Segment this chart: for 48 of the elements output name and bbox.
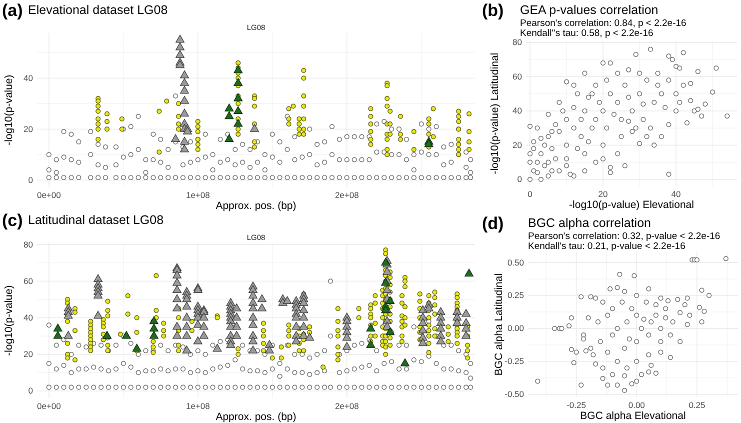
chart-title: GEA p-values correlation	[520, 3, 658, 17]
chart-title: BGC alpha correlation	[528, 216, 652, 230]
x-tick-label: 0	[528, 189, 533, 200]
y-tick-label: 20	[24, 124, 34, 134]
chart-subtitle: Pearson's correlation: 0.32, p-value < 2.2e-16 Kendall's tau: 0.21, p-value < 2.2e-16	[528, 231, 720, 252]
text: (b)	[482, 1, 504, 20]
y-axis-title: -log10(p-value)	[3, 74, 15, 146]
text: (d)	[482, 214, 504, 233]
y-tick-label: -0.50	[504, 389, 524, 400]
y-tick-label: 40	[512, 106, 522, 116]
x-tick-label: 0e+00	[36, 401, 62, 412]
y-tick-label: 80	[24, 239, 34, 250]
y-axis-title: BGC alpha Latitudinal	[493, 273, 505, 376]
y-tick-label: 40	[24, 72, 34, 83]
chart-title: Latitudinal dataset LG08	[28, 213, 164, 227]
text: (c)	[2, 211, 23, 230]
x-axis-title: Approx. pos. (bp)	[216, 411, 296, 423]
x-tick-label: 0.00	[628, 400, 646, 410]
chart-title: Elevational dataset LG08	[28, 3, 168, 17]
y-tick-label: 0.00	[507, 323, 524, 334]
x-tick-label: 20	[598, 189, 608, 200]
text: (a)	[2, 1, 23, 20]
chart-subtitle: Pearson's correlation: 0.84, p < 2.2e-16 Kendall''s tau: 0.58, p < 2.2e-16	[520, 18, 686, 39]
y-tick-label: 0	[28, 174, 34, 185]
y-axis-title: -log10(p-value) Latitudinal	[489, 52, 501, 174]
x-tick-label: 1e+08	[186, 190, 210, 200]
y-tick-label: 20	[24, 349, 34, 360]
y-tick-label: 40	[24, 312, 34, 322]
x-tick-label: -0.25	[566, 400, 586, 410]
y-tick-label: 80	[512, 37, 522, 48]
y-tick-label: -0.25	[504, 356, 524, 366]
x-tick-label: 2e+08	[334, 401, 360, 412]
y-tick-label: 60	[512, 71, 522, 82]
y-tick-label: 60	[24, 276, 34, 286]
x-tick-label: 0e+00	[36, 190, 62, 200]
x-tick-label: 40	[671, 189, 682, 200]
x-tick-label: 0.25	[688, 400, 706, 410]
y-tick-label: 0.25	[507, 290, 524, 300]
y-axis-title: -log10(p-value)	[3, 285, 15, 356]
x-axis-title: Approx. pos. (bp)	[216, 200, 296, 212]
x-axis-title: -log10(p-value) Elevational	[569, 199, 694, 211]
x-tick-label: 2e+08	[334, 190, 360, 200]
y-tick-label: 0	[517, 174, 522, 184]
y-tick-label: 0	[28, 386, 34, 396]
x-axis-title: BGC alpha Elevational	[580, 410, 686, 422]
y-tick-label: 0.50	[507, 257, 524, 268]
x-tick-label: 1e+08	[186, 401, 210, 412]
y-tick-label: 20	[512, 140, 522, 150]
